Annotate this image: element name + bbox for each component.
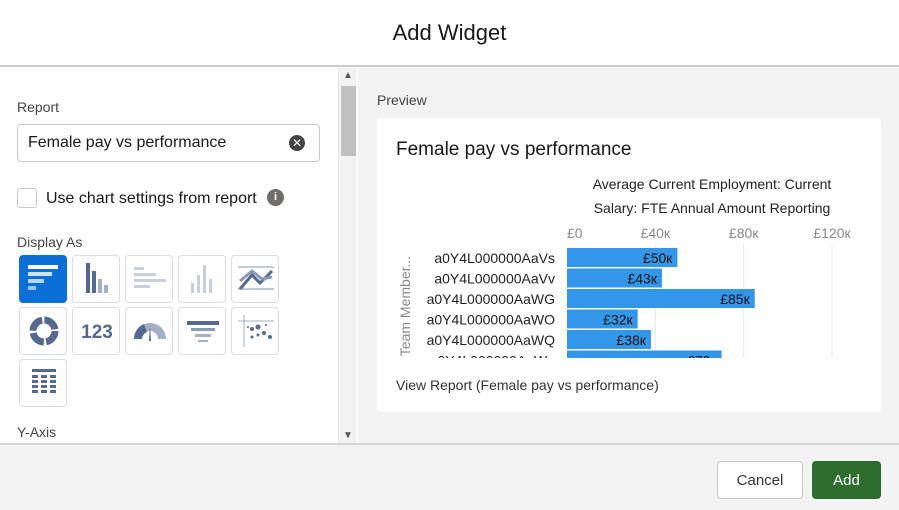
bar[interactable] [567, 268, 662, 288]
chart-title-line: Salary: FTE Annual Amount Reporting [594, 200, 831, 216]
bar-data-label: £32к [603, 312, 633, 328]
metric-icon: 123 [81, 322, 113, 343]
view-report-link[interactable]: View Report (Female pay vs performance) [396, 377, 659, 393]
category-label: a0Y4L000000AaWO [427, 312, 556, 328]
table-icon [32, 369, 56, 393]
display-as-gauge[interactable] [125, 307, 173, 355]
bar[interactable] [567, 289, 755, 308]
modal-footer: Cancel Add [0, 443, 899, 510]
modal-title: Add Widget [392, 19, 507, 45]
y-axis-label: Y-Axis [17, 424, 57, 440]
scroll-down-icon[interactable]: ▼ [343, 430, 353, 441]
display-as-vertical-bar-chart[interactable] [72, 255, 120, 303]
scatter-plot-icon [238, 315, 274, 347]
bar-data-label: £70к [687, 353, 717, 369]
preview-label: Preview [377, 92, 427, 108]
funnel-icon [187, 321, 219, 342]
x-tick-label: £80к [729, 225, 759, 241]
svg-text:123: 123 [81, 322, 113, 343]
x-tick-label: £40к [641, 225, 671, 241]
preview-panel: Preview Female pay vs performance Averag… [358, 68, 899, 443]
modal-header: Add Widget [0, 0, 899, 67]
settings-panel: Report Female pay vs performance ✕ Use ch… [0, 68, 357, 443]
stacked-vertical-bar-icon [191, 265, 212, 293]
horizontal-bar-chart-icon [28, 265, 58, 290]
scroll-up-icon[interactable]: ▲ [343, 70, 353, 81]
bar-data-label: £38к [616, 332, 646, 348]
stacked-horizontal-bar-icon [134, 267, 166, 288]
bar[interactable] [567, 330, 651, 349]
bar-data-label: £50к [643, 250, 673, 266]
display-as-donut-chart[interactable] [19, 307, 67, 355]
display-as-label: Display As [17, 234, 83, 250]
line-chart-icon [238, 266, 274, 290]
x-tick-label: £120к [813, 225, 851, 241]
scrollbar[interactable]: ▲ ▼ [338, 68, 357, 443]
display-as-stacked-horizontal-bar[interactable] [125, 255, 173, 303]
display-as-horizontal-bar-chart[interactable] [19, 255, 67, 303]
y-axis-title: Team Member... [397, 256, 413, 356]
category-label: a0Y4L000000AaVs [434, 250, 555, 266]
report-value: Female pay vs performance [28, 134, 227, 151]
category-label: a0Y4L000000AaVv [434, 271, 555, 287]
bar[interactable] [567, 309, 638, 329]
chart-title-line: Average Current Employment: Current [593, 176, 832, 192]
scrollbar-thumb[interactable] [341, 86, 356, 156]
bar-data-label: £43к [627, 271, 657, 287]
category-label: a0Y4L000000AaWQ [427, 332, 556, 348]
bar-chart: Average Current Employment: Current Salar… [397, 176, 852, 358]
vertical-bar-chart-icon [86, 263, 108, 293]
preview-title: Female pay vs performance [396, 139, 632, 160]
display-as-scatter-plot[interactable] [231, 307, 279, 355]
donut-chart-icon [29, 316, 59, 346]
use-chart-settings-label: Use chart settings from report [46, 190, 257, 207]
info-icon[interactable]: i [267, 189, 284, 206]
x-tick-label: £0 [567, 225, 583, 241]
use-chart-settings-checkbox[interactable] [17, 188, 37, 208]
display-as-metric[interactable]: 123 [72, 307, 120, 355]
bar[interactable] [567, 248, 678, 267]
display-as-stacked-vertical-bar[interactable] [178, 255, 226, 303]
category-label: a0Y4L000000AaWG [427, 291, 555, 307]
display-as-funnel[interactable] [178, 307, 226, 355]
category-label: a0Y4L000000AaWg [430, 353, 555, 369]
report-label: Report [17, 99, 60, 115]
display-as-line-chart[interactable] [231, 255, 279, 303]
preview-card: Female pay vs performance Average Curren… [377, 118, 881, 412]
bar[interactable] [567, 350, 722, 370]
gauge-icon [133, 323, 166, 341]
display-as-table[interactable] [19, 359, 67, 407]
clear-icon[interactable]: ✕ [289, 135, 305, 151]
cancel-button[interactable]: Cancel [717, 461, 803, 499]
add-button[interactable]: Add [812, 461, 881, 499]
bar-data-label: £85к [720, 291, 750, 307]
report-input[interactable]: Female pay vs performance ✕ [17, 124, 320, 162]
